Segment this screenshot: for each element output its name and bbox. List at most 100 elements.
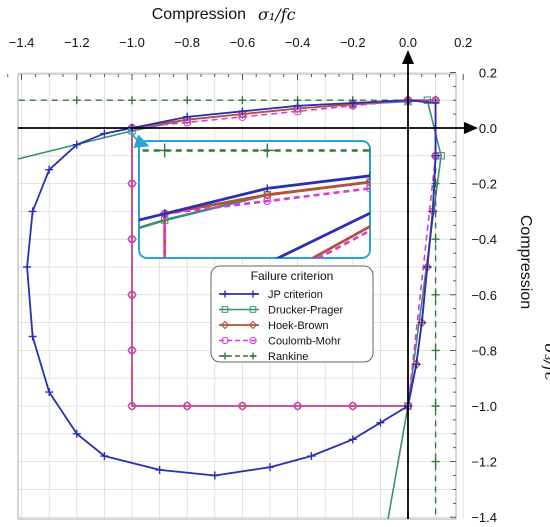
y-tick-label: −0.8 <box>471 343 497 358</box>
right-axis-title: Compression <box>517 215 534 309</box>
plus-marker <box>431 402 440 410</box>
sigma3-axis-arrow-icon <box>402 50 414 64</box>
x-tick-label: 0.0 <box>399 35 417 50</box>
circle-marker <box>127 346 137 355</box>
plus-marker <box>431 98 440 107</box>
inset-line-hoek-brown <box>163 168 370 258</box>
circle-marker <box>127 290 137 299</box>
legend-label-jp-criterion: JP criterion <box>268 289 323 301</box>
plus-marker <box>58 248 66 256</box>
x-tick-label: −0.8 <box>174 35 200 50</box>
circle-marker <box>161 337 168 344</box>
series-rankine <box>4 96 440 519</box>
legend: Failure criterion JP criterion Drucker-Pr… <box>210 265 374 363</box>
diamond-marker <box>469 165 477 173</box>
circle-marker <box>183 401 192 411</box>
plus-marker <box>348 98 357 107</box>
plus-marker <box>428 207 437 216</box>
square-marker <box>221 306 229 313</box>
series-line-rankine <box>18 99 437 519</box>
y-tick-label: 0.2 <box>479 65 497 80</box>
x-tick-label: −1.4 <box>9 35 35 50</box>
y-tick-label: −0.2 <box>471 177 497 192</box>
plus-marker <box>376 418 385 427</box>
legend-entry-hoek-brown: Hoek-Brown <box>219 320 329 332</box>
y-tick-label: −1.2 <box>471 455 497 470</box>
sigma1-axis-arrow-icon <box>464 122 478 134</box>
y-tick-label: −0.6 <box>471 288 497 303</box>
legend-entry-jp-criterion: JP criterion <box>219 289 323 301</box>
inset-frame <box>138 140 371 259</box>
diamond-marker <box>161 336 169 344</box>
x-tick-label: −0.4 <box>285 35 311 50</box>
series-jp-criterion <box>23 96 440 480</box>
y-tick-label: −1.0 <box>471 399 497 414</box>
tick-labels: −1.4 −1.2 −1.0 −0.8 −0.6 −0.4 −0.2 0.0 0.2 0.2 0.0… <box>9 35 497 525</box>
circle-marker <box>348 401 357 411</box>
circle-marker <box>221 336 229 345</box>
plus-marker <box>263 184 272 193</box>
plus-marker <box>100 452 109 461</box>
plus-marker <box>4 96 12 104</box>
plus-marker <box>466 143 480 157</box>
series-group <box>4 95 445 519</box>
plus-marker <box>238 96 247 105</box>
diamond-marker <box>237 109 248 119</box>
circle-marker <box>127 401 137 411</box>
plus-marker <box>23 263 32 271</box>
legend-entry-coulomb-mohr: Coulomb-Mohr <box>219 336 341 348</box>
legend-entry-rankine: Rankine <box>219 351 308 363</box>
plus-marker <box>469 159 477 167</box>
plus-marker <box>366 171 370 180</box>
plus-marker <box>100 129 109 138</box>
legend-label-coulomb-mohr: Coulomb-Mohr <box>268 336 341 348</box>
right-axis-symbol: σ₃/fc <box>541 343 550 381</box>
diamond-marker <box>220 320 230 330</box>
plus-marker <box>307 452 316 461</box>
legend-entries: JP criterion Drucker-Prager Hoek-Brown Coul… <box>219 289 344 363</box>
plus-marker <box>431 151 440 160</box>
square-marker <box>469 166 475 172</box>
plus-marker <box>155 465 164 474</box>
legend-label-drucker-prager: Drucker-Prager <box>268 305 344 317</box>
inset-series-jp-criterion <box>7 159 477 313</box>
x-tick-label: −0.6 <box>230 35 256 50</box>
circle-marker <box>365 184 370 193</box>
x-tick-label: −1.0 <box>119 35 145 50</box>
diamond-marker <box>262 189 273 200</box>
plus-marker <box>72 140 81 149</box>
plus-marker <box>412 360 421 369</box>
circle-marker <box>127 235 137 244</box>
plus-marker <box>28 332 37 341</box>
inset-series-rankine <box>139 143 480 158</box>
axis-ticks <box>7 72 464 518</box>
plus-marker <box>72 429 81 438</box>
plus-marker <box>431 235 440 244</box>
plus-marker <box>417 318 426 327</box>
circle-marker <box>127 179 137 188</box>
plus-marker <box>348 435 357 444</box>
plus-marker <box>249 290 257 298</box>
plus-marker <box>128 96 136 105</box>
x-tick-label: 0.2 <box>454 35 472 50</box>
circle-marker <box>293 401 302 411</box>
diamond-marker <box>248 320 258 330</box>
circle-marker <box>238 401 247 411</box>
y-tick-label: 0.0 <box>479 121 497 136</box>
plus-marker <box>210 471 219 480</box>
plus-marker <box>160 209 169 218</box>
y-tick-label: −0.4 <box>471 232 497 247</box>
plus-marker <box>431 179 440 188</box>
plus-marker <box>109 222 117 230</box>
plus-marker <box>7 305 15 313</box>
plus-marker <box>238 107 247 116</box>
square-marker <box>249 306 257 313</box>
plus-marker <box>28 207 37 216</box>
plus-marker <box>45 165 54 174</box>
legend-entry-drucker-prager: Drucker-Prager <box>219 305 344 317</box>
plus-marker <box>183 96 192 105</box>
zoom-inset <box>7 140 480 344</box>
circle-marker <box>263 196 272 206</box>
plus-marker <box>431 346 440 355</box>
